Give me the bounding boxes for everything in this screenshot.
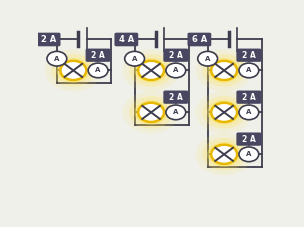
Text: 2 A: 2 A — [91, 51, 105, 60]
Text: A: A — [173, 67, 178, 73]
Circle shape — [202, 138, 246, 171]
Circle shape — [123, 49, 180, 91]
Text: 4 A: 4 A — [119, 35, 134, 44]
Circle shape — [239, 63, 259, 78]
Circle shape — [211, 61, 237, 80]
Circle shape — [134, 100, 168, 125]
Circle shape — [207, 100, 241, 125]
Text: A: A — [246, 67, 251, 73]
Circle shape — [138, 103, 164, 122]
FancyBboxPatch shape — [114, 33, 138, 46]
FancyBboxPatch shape — [86, 49, 111, 62]
Circle shape — [60, 61, 86, 80]
Text: A: A — [132, 56, 137, 62]
Text: 2 A: 2 A — [242, 93, 256, 102]
Circle shape — [195, 133, 253, 175]
Circle shape — [125, 51, 144, 66]
Text: 2 A: 2 A — [242, 51, 256, 60]
Text: 2 A: 2 A — [169, 51, 183, 60]
Circle shape — [166, 63, 186, 78]
Circle shape — [129, 54, 173, 87]
Circle shape — [57, 58, 90, 83]
Circle shape — [51, 54, 95, 87]
Circle shape — [239, 105, 259, 120]
Text: A: A — [54, 56, 60, 62]
FancyBboxPatch shape — [188, 33, 211, 46]
Text: 2 A: 2 A — [242, 135, 256, 144]
Text: A: A — [95, 67, 101, 73]
FancyBboxPatch shape — [163, 49, 188, 62]
Circle shape — [88, 63, 108, 78]
FancyBboxPatch shape — [237, 49, 261, 62]
Circle shape — [166, 105, 186, 120]
Text: 2 A: 2 A — [169, 93, 183, 102]
Circle shape — [207, 142, 241, 167]
Text: A: A — [246, 109, 251, 115]
FancyBboxPatch shape — [37, 33, 60, 46]
Text: A: A — [246, 151, 251, 157]
Circle shape — [202, 96, 246, 129]
Circle shape — [239, 147, 259, 162]
Circle shape — [202, 54, 246, 87]
Circle shape — [134, 58, 168, 83]
Text: A: A — [173, 109, 178, 115]
Circle shape — [198, 51, 218, 66]
Circle shape — [195, 49, 253, 91]
FancyBboxPatch shape — [163, 91, 188, 104]
Circle shape — [207, 58, 241, 83]
Text: 2 A: 2 A — [41, 35, 56, 44]
Text: A: A — [205, 56, 210, 62]
Circle shape — [195, 91, 253, 133]
Circle shape — [47, 51, 67, 66]
Circle shape — [138, 61, 164, 80]
Circle shape — [211, 145, 237, 164]
FancyBboxPatch shape — [237, 91, 261, 104]
Circle shape — [123, 91, 180, 133]
Text: 6 A: 6 A — [192, 35, 207, 44]
Circle shape — [129, 96, 173, 129]
Circle shape — [211, 103, 237, 122]
FancyBboxPatch shape — [237, 133, 261, 146]
Circle shape — [45, 49, 102, 91]
